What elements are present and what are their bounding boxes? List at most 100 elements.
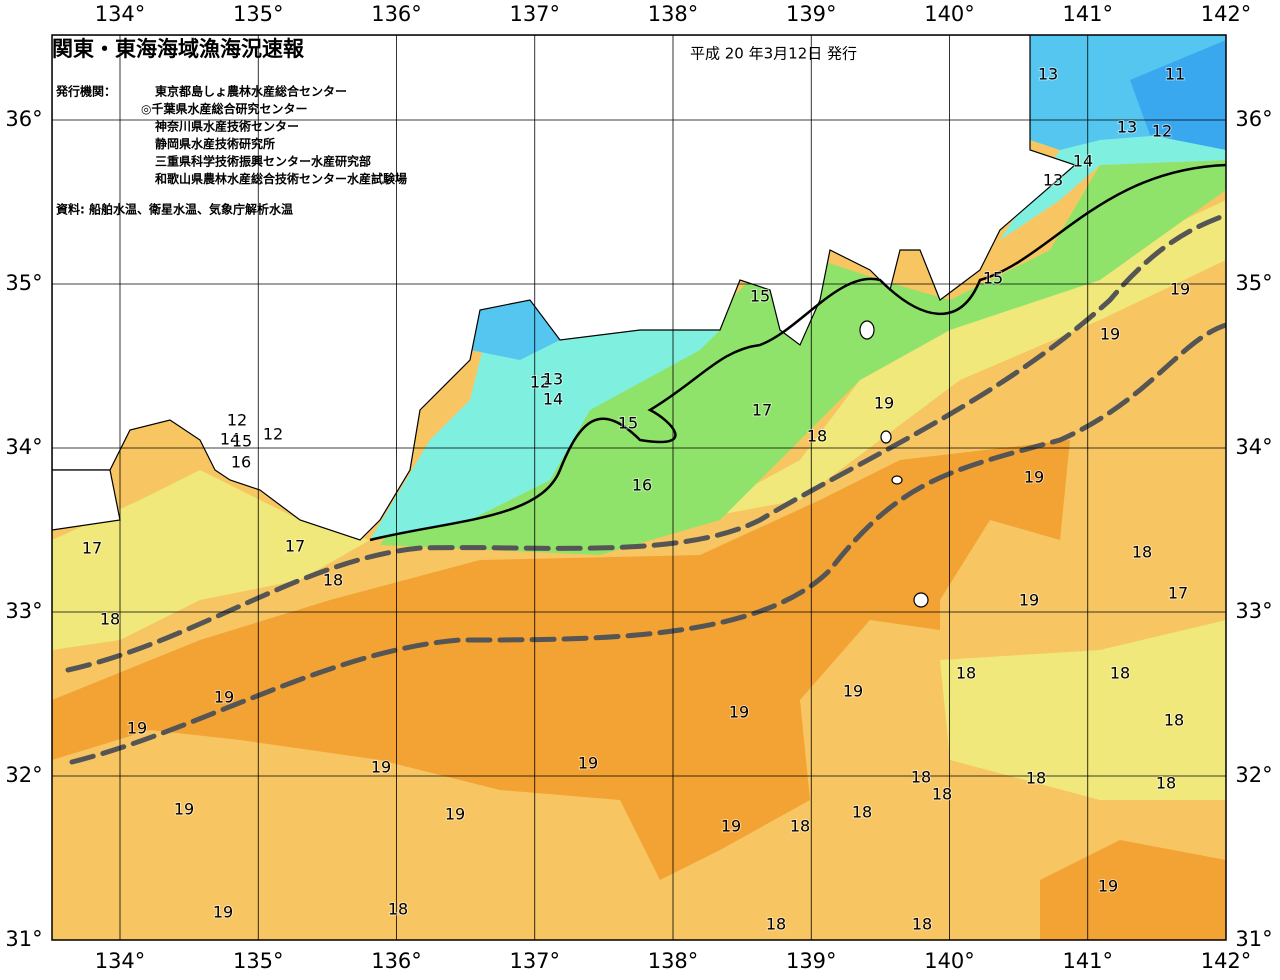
temperature-label: 18 bbox=[766, 915, 786, 934]
current-axis bbox=[69, 322, 1226, 765]
latitude-label: 36° bbox=[5, 107, 42, 131]
land bbox=[52, 469, 121, 531]
temperature-label: 18 bbox=[912, 915, 932, 934]
cyan-zone bbox=[1000, 120, 1226, 240]
temperature-label: 19 bbox=[213, 903, 233, 922]
longitude-label: 135° bbox=[233, 2, 284, 26]
latitude-label: 35° bbox=[5, 271, 42, 295]
longitude-label: 140° bbox=[924, 949, 975, 973]
green-zone bbox=[380, 160, 1226, 555]
issuer-org: 東京都島しょ農林水産総合センター bbox=[155, 84, 347, 99]
temperature-label: 14 bbox=[220, 430, 240, 449]
temperature-label: 14 bbox=[543, 390, 563, 409]
cool-zone bbox=[940, 620, 1226, 800]
temperature-label: 18 bbox=[388, 900, 408, 919]
temperature-label: 19 bbox=[578, 754, 598, 773]
temperature-label: 15 bbox=[983, 269, 1003, 288]
temperature-label: 19 bbox=[874, 394, 894, 413]
temperature-label: 18 bbox=[1026, 769, 1046, 788]
longitude-label: 138° bbox=[648, 2, 699, 26]
temperature-label: 19 bbox=[371, 758, 391, 777]
island bbox=[880, 430, 892, 444]
temperature-label: 19 bbox=[1019, 591, 1039, 610]
temperature-label: 17 bbox=[1168, 584, 1188, 603]
temperature-label: 15 bbox=[750, 287, 770, 306]
temperature-label: 18 bbox=[807, 427, 827, 446]
bay-water bbox=[470, 300, 560, 360]
island bbox=[859, 320, 875, 340]
issuer-org: ◎千葉県水産総合研究センター bbox=[141, 101, 307, 116]
issuer-org: 三重県科学技術振興センター水産研究部 bbox=[155, 154, 371, 169]
temperature-label: 15 bbox=[618, 414, 638, 433]
temperature-label: 18 bbox=[956, 664, 976, 683]
island bbox=[913, 592, 929, 608]
temperature-label: 19 bbox=[1098, 877, 1118, 896]
temperature-label: 18 bbox=[932, 785, 952, 804]
issuer-org: 神奈川県水産技術センター bbox=[155, 119, 299, 134]
temperature-label: 17 bbox=[752, 401, 772, 420]
temperature-label: 18 bbox=[1132, 543, 1152, 562]
temperature-label: 19 bbox=[729, 703, 749, 722]
temperature-label: 19 bbox=[127, 719, 147, 738]
temperature-label: 17 bbox=[285, 537, 305, 556]
temperature-label: 19 bbox=[1100, 325, 1120, 344]
temperature-label: 18 bbox=[1164, 711, 1184, 730]
latitude-label: 34° bbox=[1235, 435, 1272, 459]
temperature-label: 17 bbox=[82, 539, 102, 558]
latitude-label: 32° bbox=[5, 763, 42, 787]
temperature-label: 18 bbox=[1156, 774, 1176, 793]
contour-15 bbox=[369, 163, 1226, 542]
temperature-label: 19 bbox=[1024, 468, 1044, 487]
temperature-label: 14 bbox=[1073, 152, 1093, 171]
temperature-label: 19 bbox=[214, 688, 234, 707]
temperature-label: 18 bbox=[100, 610, 120, 629]
latitude-label: 31° bbox=[1235, 927, 1272, 951]
latitude-label: 31° bbox=[5, 927, 42, 951]
latitude-label: 33° bbox=[5, 599, 42, 623]
map-area bbox=[52, 35, 1226, 940]
temperature-label: 18 bbox=[1110, 664, 1130, 683]
temperature-label: 19 bbox=[174, 800, 194, 819]
issuer-org: 和歌山県農林水産総合技術センター水産試験場 bbox=[154, 171, 407, 186]
temperature-label: 13 bbox=[1038, 65, 1058, 84]
map-frame bbox=[51, 34, 1227, 941]
latitude-label: 36° bbox=[1235, 107, 1272, 131]
longitude-label: 136° bbox=[371, 949, 422, 973]
temperature-label: 19 bbox=[843, 682, 863, 701]
temperature-label: 12 bbox=[530, 373, 550, 392]
temperature-label: 18 bbox=[852, 803, 872, 822]
longitude-label: 136° bbox=[371, 2, 422, 26]
warm-zone bbox=[52, 440, 1070, 880]
temperature-label: 13 bbox=[1043, 171, 1063, 190]
longitude-label: 142° bbox=[1201, 949, 1252, 973]
temperature-label: 18 bbox=[323, 571, 343, 590]
longitude-label: 138° bbox=[648, 949, 699, 973]
longitude-label: 141° bbox=[1062, 949, 1113, 973]
temperature-label: 11 bbox=[1165, 65, 1185, 84]
land bbox=[52, 35, 1077, 541]
latitude-label: 35° bbox=[1235, 271, 1272, 295]
longitude-label: 134° bbox=[95, 2, 146, 26]
longitude-label: 135° bbox=[233, 949, 284, 973]
temperature-label: 13 bbox=[543, 370, 563, 389]
temperature-label: 19 bbox=[721, 817, 741, 836]
temperature-label: 12 bbox=[1152, 122, 1172, 141]
title: 関東・東海海域漁海況速報 bbox=[52, 37, 305, 61]
data-source: 資料: 船舶水温、衛星水温、気象庁解析水温 bbox=[56, 202, 293, 217]
longitude-label: 137° bbox=[509, 2, 560, 26]
longitude-label: 134° bbox=[95, 949, 146, 973]
temperature-label: 19 bbox=[1170, 280, 1190, 299]
temperature-label: 15 bbox=[232, 432, 252, 451]
issuer-org: 静岡県水産技術研究所 bbox=[155, 136, 275, 151]
warm-zone bbox=[1040, 840, 1226, 940]
cool-zone bbox=[52, 470, 370, 650]
issue-date: 平成 20 年3月12日 発行 bbox=[690, 45, 857, 63]
coldest-zone bbox=[1130, 40, 1226, 150]
temperature-label: 12 bbox=[263, 425, 283, 444]
longitude-label: 139° bbox=[786, 2, 837, 26]
temperature-label: 18 bbox=[911, 768, 931, 787]
latitude-label: 32° bbox=[1235, 763, 1272, 787]
longitude-label: 139° bbox=[786, 949, 837, 973]
temperature-label: 16 bbox=[231, 453, 251, 472]
